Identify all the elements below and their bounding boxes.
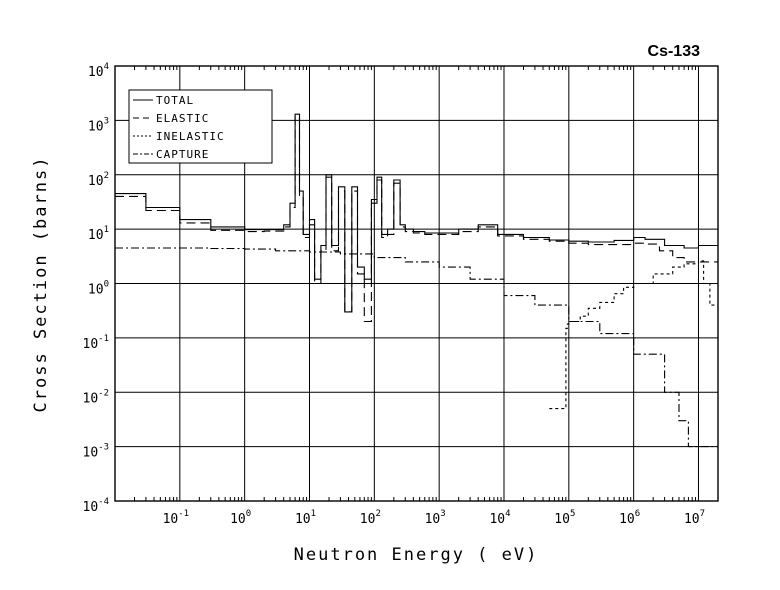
y-tick-label-6: 10-2 <box>83 388 110 406</box>
x-tick-label-0: 10-1 <box>163 509 190 527</box>
legend-label-total: TOTAL <box>156 94 194 107</box>
y-tick-label-5: 10-1 <box>83 334 110 352</box>
y-axis-label: Cross Section (barns) <box>31 156 51 413</box>
legend-label-inelastic: INELASTIC <box>156 130 225 143</box>
y-tick-label-1: 103 <box>88 116 109 134</box>
plot-frame <box>114 65 719 502</box>
y-tick-label-3: 101 <box>88 225 109 243</box>
x-tick-label-8: 107 <box>684 509 705 527</box>
legend-label-capture: CAPTURE <box>156 148 209 161</box>
y-tick-labels: 104 103 102 101 100 10-1 10-2 10-3 10-4 <box>83 62 110 515</box>
x-tick-label-2: 101 <box>295 509 316 527</box>
y-tick-label-8: 10-4 <box>83 497 110 515</box>
legend-box <box>128 89 273 164</box>
x-tick-label-7: 106 <box>619 509 640 527</box>
series-layer <box>115 113 718 448</box>
legend-label-elastic: ELASTIC <box>156 112 209 125</box>
x-tick-label-5: 104 <box>489 509 510 527</box>
series-line-inelastic <box>549 260 718 410</box>
y-tick-label-4: 100 <box>88 280 109 298</box>
legend: TOTAL ELASTIC INELASTIC CAPTURE <box>128 89 273 164</box>
x-tick-labels: 10-1 100 101 102 103 104 105 106 107 <box>163 509 705 527</box>
x-axis-label: Neutron Energy ( eV) <box>294 545 539 565</box>
x-tick-label-3: 102 <box>360 509 381 527</box>
y-tick-label-2: 102 <box>88 171 109 189</box>
y-tick-label-7: 10-3 <box>83 443 110 461</box>
x-tick-label-1: 100 <box>230 509 251 527</box>
series-line-capture <box>115 247 718 448</box>
y-tick-label-0: 104 <box>88 62 109 80</box>
x-tick-label-6: 105 <box>554 509 575 527</box>
series-line-elastic <box>115 115 718 323</box>
x-tick-label-4: 103 <box>425 509 446 527</box>
chart-title: Cs-133 <box>648 43 701 60</box>
